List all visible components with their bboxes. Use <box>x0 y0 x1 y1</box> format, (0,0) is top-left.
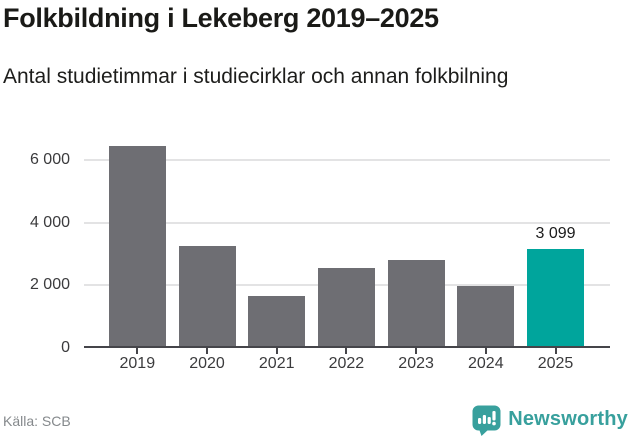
bar-chart-plot-area: 0 2 000 4 000 6 000 2019 2020 2021 2022 2023 2024… <box>30 140 610 372</box>
x-axis-tick-2021 <box>275 348 278 354</box>
bar-2024 <box>457 286 515 346</box>
x-axis-tick-2023 <box>415 348 418 354</box>
x-axis-label-2023: 2023 <box>398 355 434 372</box>
newsworthy-logo-link[interactable]: Newsworthy <box>472 405 628 436</box>
bar-2020 <box>178 246 236 346</box>
x-axis-tick-2019 <box>136 348 139 354</box>
x-axis-tick-2024 <box>484 348 487 354</box>
newsworthy-badge-icon <box>472 405 501 436</box>
gridline-4000 <box>84 221 610 224</box>
bar-value-label-2025: 3 099 <box>535 224 576 242</box>
bar-2021 <box>248 295 306 346</box>
page-title: Folkbildning i Lekeberg 2019–2025 <box>3 3 439 33</box>
y-axis-label-6000: 6 000 <box>29 151 70 169</box>
gridline-6000 <box>84 159 610 162</box>
newsworthy-brand-label: Newsworthy <box>508 408 628 430</box>
bar-2019 <box>108 145 166 346</box>
y-axis-label-0: 0 <box>61 339 70 356</box>
x-axis-label-2025: 2025 <box>537 355 574 372</box>
bar-2025 <box>527 248 584 346</box>
x-axis-tick-2025 <box>554 348 557 354</box>
x-axis-tick-2022 <box>345 348 348 354</box>
x-axis-label-2020: 2020 <box>189 355 225 372</box>
page-subtitle: Antal studietimmar i studiecirklar och a… <box>3 65 509 88</box>
y-axis-label-2000: 2 000 <box>29 276 70 294</box>
x-axis-tick-2020 <box>206 348 208 354</box>
x-axis-label-2022: 2022 <box>328 355 365 372</box>
x-axis-label-2021: 2021 <box>258 355 295 372</box>
x-axis-line <box>84 346 610 348</box>
bar-2022 <box>317 267 375 346</box>
source-label: Källa: SCB <box>3 413 71 429</box>
bar-2023 <box>387 259 445 346</box>
y-axis-label-4000: 4 000 <box>29 213 70 231</box>
x-axis-label-2019: 2019 <box>119 355 156 372</box>
x-axis-label-2024: 2024 <box>468 355 504 372</box>
